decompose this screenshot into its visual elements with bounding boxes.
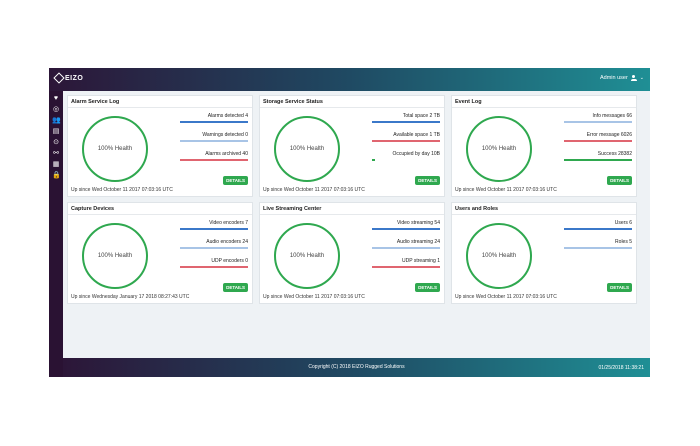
lock-icon[interactable]: 🔒 (52, 172, 61, 179)
stat-bar (372, 247, 440, 249)
health-ring: 100% Health (466, 116, 532, 182)
details-button[interactable]: DETAILS (607, 176, 632, 185)
stat-bar (372, 159, 375, 161)
health-ring: 100% Health (82, 116, 148, 182)
stat-occupied-by-day: Occupied by day 10B (392, 151, 440, 157)
divider (260, 214, 444, 215)
stat-bar (564, 121, 632, 123)
uptime-text: Up since Wed October 11 2017 07:03:16 UT… (455, 294, 557, 300)
stat-error-messages: Error message 6026 (586, 132, 632, 138)
file-icon[interactable]: ▦ (52, 161, 60, 168)
card-event-log: Event Log 100% Health Info messages 66 E… (451, 95, 637, 197)
card-title: Alarm Service Log (71, 99, 120, 105)
card-alarm-service-log: Alarm Service Log 100% Health Alarms det… (67, 95, 253, 197)
details-button[interactable]: DETAILS (415, 283, 440, 292)
stat-bar (372, 140, 440, 142)
logo-mark-icon (53, 72, 65, 84)
share-icon[interactable]: ⚯ (53, 150, 59, 157)
uptime-text: Up since Wed October 11 2017 07:03:16 UT… (263, 187, 365, 193)
card-title: Capture Devices (71, 206, 115, 212)
details-button[interactable]: DETAILS (223, 176, 248, 185)
heart-icon[interactable]: ♥ (53, 95, 59, 102)
stat-users: Users 6 (614, 220, 632, 226)
document-icon[interactable]: ▤ (52, 128, 60, 135)
users-icon[interactable]: 👥 (52, 117, 61, 124)
stat-bar (180, 140, 248, 142)
clock-text: 01/25/2018 11:38:21 (598, 365, 644, 371)
stat-bar (564, 247, 632, 249)
uptime-text: Up since Wed October 11 2017 07:03:16 UT… (263, 294, 365, 300)
health-label: 100% Health (97, 146, 133, 152)
stat-bar (180, 159, 248, 161)
stat-bar (372, 266, 440, 268)
stat-bar (564, 159, 632, 161)
stat-available-space: Available space 1 TB (393, 132, 440, 138)
top-bar: EIZO Admin user ⌄ (49, 68, 650, 91)
stat-bar (180, 266, 248, 268)
copyright-text: Copyright (C) 2018 EIZO Rugged Solutions (308, 364, 405, 370)
uptime-text: Up since Wed October 11 2017 07:03:16 UT… (455, 187, 557, 193)
card-title: Live Streaming Center (263, 206, 322, 212)
card-title: Event Log (455, 99, 482, 105)
stat-bar (564, 140, 632, 142)
user-name: Admin user (599, 75, 628, 81)
divider (452, 107, 636, 108)
stat-total-space: Total space 2 TB (402, 113, 440, 119)
divider (452, 214, 636, 215)
health-ring: 100% Health (466, 223, 532, 289)
stat-roles: Roles 5 (615, 239, 632, 245)
card-title: Users and Roles (455, 206, 499, 212)
stat-bar (372, 121, 440, 123)
logo[interactable]: EIZO (53, 72, 84, 84)
app-window: EIZO Admin user ⌄ ♥ ◎ 👥 ▤ ⊙ ⚯ ▦ 🔒 Alarm … (49, 68, 650, 377)
details-button[interactable]: DETAILS (223, 283, 248, 292)
health-ring: 100% Health (82, 223, 148, 289)
card-title: Storage Service Status (263, 99, 323, 105)
stat-bar (372, 228, 440, 230)
divider (68, 214, 252, 215)
uptime-text: Up since Wed October 11 2017 07:03:16 UT… (71, 187, 173, 193)
stat-video-streaming: Video streaming 54 (397, 220, 440, 226)
stat-udp-streaming: UDP streaming 1 (402, 258, 440, 264)
card-users-and-roles: Users and Roles 100% Health Users 6 Role… (451, 202, 637, 304)
footer: Copyright (C) 2018 EIZO Rugged Solutions… (63, 358, 650, 377)
stat-alarms-archived: Alarms archived 40 (205, 151, 248, 157)
health-label: 100% Health (481, 146, 517, 152)
stat-audio-encoders: Audio encoders 24 (206, 239, 248, 245)
health-label: 100% Health (97, 253, 133, 259)
user-icon (630, 75, 637, 81)
health-ring: 100% Health (274, 223, 340, 289)
target-icon[interactable]: ◎ (52, 106, 60, 113)
chevron-down-icon: ⌄ (639, 75, 644, 81)
stat-bar (180, 247, 248, 249)
card-live-streaming-center: Live Streaming Center 100% Health Video … (259, 202, 445, 304)
stat-warnings-detected: Warnings detected 0 (202, 132, 248, 138)
health-label: 100% Health (289, 253, 325, 259)
card-capture-devices: Capture Devices 100% Health Video encode… (67, 202, 253, 304)
record-icon[interactable]: ⊙ (53, 139, 59, 146)
health-label: 100% Health (481, 253, 517, 259)
stat-udp-encoders: UDP encoders 0 (211, 258, 248, 264)
dashboard-content: Alarm Service Log 100% Health Alarms det… (63, 91, 650, 358)
divider (68, 107, 252, 108)
uptime-text: Up since Wednesday January 17 2018 08:27… (71, 294, 190, 300)
stat-audio-streaming: Audio streaming 24 (396, 239, 440, 245)
user-menu[interactable]: Admin user ⌄ (600, 75, 644, 81)
card-storage-service-status: Storage Service Status 100% Health Total… (259, 95, 445, 197)
stat-success: Success 28382 (597, 151, 632, 157)
health-ring: 100% Health (274, 116, 340, 182)
stat-bar (180, 228, 248, 230)
stat-video-encoders: Video encoders 7 (209, 220, 248, 226)
stat-info-messages: Info messages 66 (592, 113, 632, 119)
health-label: 100% Health (289, 146, 325, 152)
divider (260, 107, 444, 108)
stat-bar (180, 121, 248, 123)
stat-bar (564, 228, 632, 230)
logo-text: EIZO (65, 74, 84, 82)
stat-alarms-detected: Alarms detected 4 (207, 113, 248, 119)
sidebar: ♥ ◎ 👥 ▤ ⊙ ⚯ ▦ 🔒 (49, 91, 63, 377)
details-button[interactable]: DETAILS (415, 176, 440, 185)
details-button[interactable]: DETAILS (607, 283, 632, 292)
